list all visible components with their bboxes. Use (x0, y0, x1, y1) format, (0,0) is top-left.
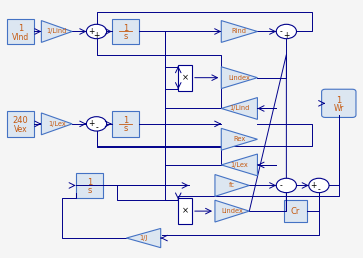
Text: 240: 240 (13, 116, 28, 125)
Text: -: - (280, 181, 283, 190)
Text: -: - (95, 123, 98, 132)
Text: +: + (283, 31, 290, 40)
FancyBboxPatch shape (322, 89, 356, 117)
Polygon shape (41, 21, 72, 42)
Polygon shape (221, 154, 257, 176)
Bar (178, 65, 192, 91)
Text: +: + (88, 27, 95, 36)
Text: ×: × (182, 73, 189, 82)
Text: 1: 1 (336, 96, 342, 105)
Text: 1/Lind: 1/Lind (46, 28, 67, 35)
Text: Lindex: Lindex (221, 208, 243, 214)
Text: +: + (93, 31, 100, 40)
Polygon shape (221, 21, 257, 42)
Text: +: + (311, 181, 317, 190)
Text: fc: fc (229, 182, 235, 188)
Text: 1/Lex: 1/Lex (231, 162, 248, 168)
Polygon shape (221, 128, 257, 150)
Circle shape (309, 178, 329, 193)
Bar (284, 200, 307, 222)
Text: 1: 1 (18, 24, 23, 33)
Text: s: s (123, 32, 128, 41)
Text: 1: 1 (87, 178, 92, 187)
Bar (178, 198, 192, 224)
Polygon shape (221, 98, 257, 119)
Text: 1/Lex: 1/Lex (48, 121, 66, 127)
Bar (76, 173, 103, 198)
Text: 1: 1 (123, 116, 128, 125)
Text: s: s (87, 186, 91, 195)
Circle shape (86, 24, 107, 39)
Text: s: s (123, 124, 128, 133)
Polygon shape (215, 175, 249, 196)
Polygon shape (221, 67, 257, 88)
Bar (7, 111, 34, 137)
Circle shape (86, 117, 107, 131)
Text: 1/J: 1/J (139, 235, 148, 241)
Text: +: + (88, 119, 95, 128)
Text: Rind: Rind (232, 28, 247, 35)
Text: Cr: Cr (291, 207, 300, 216)
Text: -: - (318, 185, 320, 194)
Circle shape (276, 178, 297, 193)
Polygon shape (126, 228, 161, 248)
Text: Lindex: Lindex (228, 75, 250, 81)
Text: 1: 1 (123, 24, 128, 33)
Text: VInd: VInd (12, 33, 29, 42)
Bar (112, 19, 139, 44)
Circle shape (276, 24, 297, 39)
Polygon shape (41, 113, 72, 135)
Text: Wr: Wr (334, 104, 344, 113)
Polygon shape (215, 200, 249, 222)
Text: Rex: Rex (233, 136, 245, 142)
Bar (112, 111, 139, 137)
Text: 1/Lind: 1/Lind (229, 106, 249, 111)
Text: -: - (280, 27, 283, 36)
Text: ×: × (182, 207, 189, 216)
Bar (7, 19, 34, 44)
Text: Vex: Vex (14, 125, 27, 134)
